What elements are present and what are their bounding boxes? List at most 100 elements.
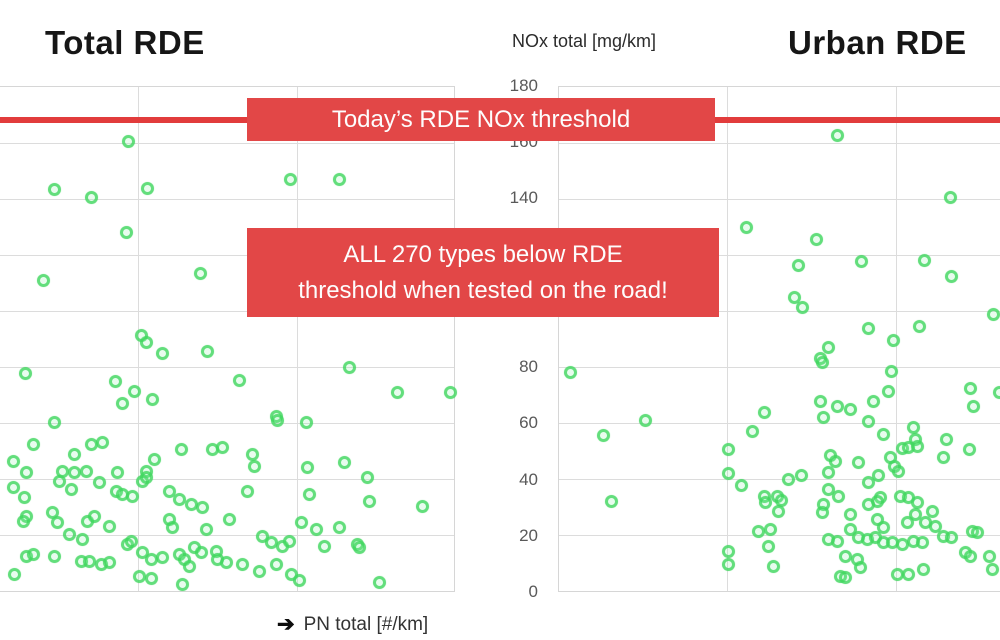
- urban-rde-plot: [558, 86, 1000, 592]
- data-point: [53, 475, 67, 489]
- data-point: [844, 403, 857, 417]
- data-point: [817, 411, 831, 425]
- data-point: [6, 455, 20, 469]
- data-point: [156, 347, 170, 361]
- data-point: [103, 519, 117, 533]
- data-point: [68, 448, 82, 462]
- data-point: [175, 443, 189, 457]
- data-point: [746, 425, 760, 439]
- data-point: [173, 492, 187, 506]
- data-point: [814, 395, 827, 409]
- data-point: [103, 555, 117, 569]
- data-point: [787, 290, 801, 304]
- data-point: [294, 515, 308, 529]
- data-point: [362, 494, 376, 508]
- data-point: [791, 258, 805, 272]
- data-point: [967, 400, 981, 414]
- data-point: [821, 466, 835, 480]
- data-point: [939, 433, 953, 447]
- data-point: [122, 135, 136, 149]
- data-point: [111, 466, 125, 480]
- data-point: [851, 455, 865, 469]
- gridline-horizontal: [559, 311, 1000, 312]
- gridline-horizontal: [559, 535, 1000, 536]
- data-point: [855, 254, 869, 268]
- y-tick-label: 60: [519, 413, 538, 433]
- data-point: [912, 319, 926, 333]
- data-point: [300, 461, 314, 475]
- data-point: [18, 490, 32, 504]
- data-point: [342, 361, 356, 375]
- data-point: [93, 475, 107, 489]
- data-point: [372, 575, 386, 589]
- data-point: [766, 559, 780, 573]
- gridline-horizontal: [559, 143, 1000, 144]
- gridline-horizontal: [0, 535, 454, 536]
- gridline-horizontal: [559, 255, 1000, 256]
- data-point: [758, 495, 772, 509]
- data-point: [284, 173, 298, 187]
- data-point: [47, 182, 61, 196]
- y-tick-label: 140: [509, 188, 538, 208]
- data-point: [252, 565, 266, 579]
- data-point: [838, 570, 852, 584]
- data-point: [145, 572, 159, 586]
- data-point: [861, 475, 875, 489]
- data-point: [80, 464, 94, 478]
- data-point: [781, 473, 795, 487]
- gridline-horizontal: [0, 199, 454, 200]
- data-point: [926, 504, 940, 518]
- gridline-horizontal: [559, 479, 1000, 480]
- data-point: [945, 530, 959, 544]
- data-point: [900, 515, 914, 529]
- data-point: [985, 562, 999, 576]
- gridline-horizontal: [0, 255, 454, 256]
- data-point: [48, 416, 62, 430]
- data-point: [945, 269, 959, 283]
- data-point: [906, 421, 920, 435]
- data-point: [838, 549, 852, 563]
- data-point: [810, 232, 824, 246]
- data-point: [140, 336, 154, 350]
- data-point: [141, 182, 155, 196]
- data-point: [943, 191, 957, 205]
- data-point: [302, 487, 316, 501]
- y-axis-tick-labels: 180160140120100806040200: [470, 76, 540, 601]
- x-axis-label: ➔ PN total [#/km]: [277, 612, 428, 637]
- data-point: [76, 532, 90, 546]
- data-point: [928, 519, 942, 533]
- data-point: [795, 300, 809, 314]
- data-point: [722, 466, 736, 480]
- data-point: [116, 397, 130, 411]
- data-point: [269, 557, 283, 571]
- callout-line-1: ALL 270 types below RDE: [343, 240, 623, 268]
- data-point: [282, 534, 296, 548]
- data-point: [639, 414, 653, 428]
- data-point: [992, 386, 1000, 400]
- data-point: [795, 468, 809, 482]
- data-point: [937, 450, 951, 464]
- threshold-banner: Today’s RDE NOx threshold: [247, 98, 715, 141]
- data-point: [901, 567, 915, 581]
- data-point: [63, 527, 77, 541]
- data-point: [735, 478, 749, 492]
- data-point: [915, 535, 929, 549]
- data-point: [245, 448, 259, 462]
- data-point: [240, 484, 254, 498]
- data-point: [195, 545, 209, 559]
- data-point: [200, 345, 214, 359]
- data-point: [163, 484, 177, 498]
- data-point: [194, 266, 208, 280]
- data-point: [85, 191, 99, 205]
- data-point: [51, 515, 65, 529]
- gridline-horizontal: [0, 143, 454, 144]
- data-point: [758, 406, 771, 420]
- data-point: [866, 395, 880, 409]
- data-point: [332, 520, 346, 534]
- data-point: [220, 555, 234, 569]
- data-point: [352, 540, 366, 554]
- data-point: [26, 438, 40, 452]
- data-point: [830, 534, 844, 548]
- data-point: [739, 220, 753, 234]
